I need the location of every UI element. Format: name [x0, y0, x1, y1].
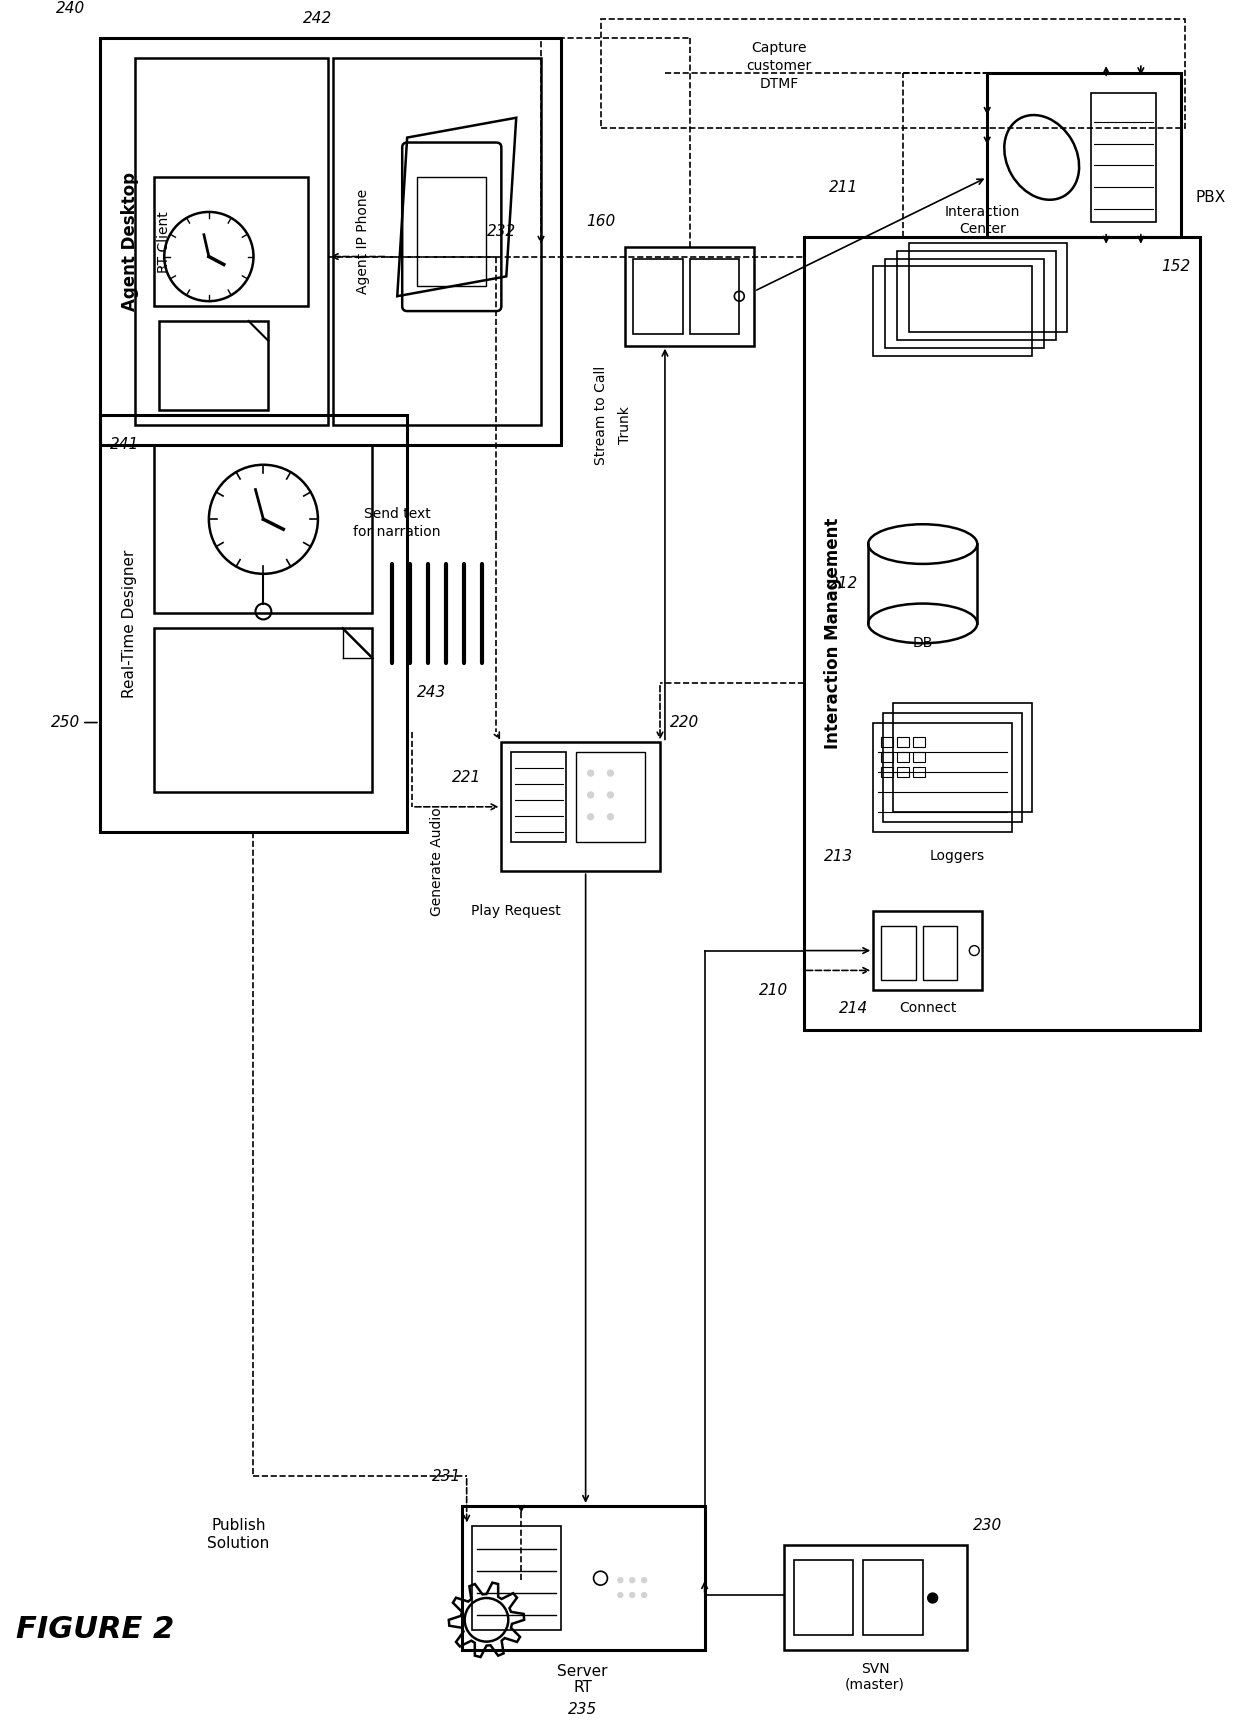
Text: 230: 230 [972, 1519, 1002, 1533]
Text: Interaction Management: Interaction Management [825, 518, 842, 749]
Text: Play Request: Play Request [471, 904, 562, 918]
Text: PBX: PBX [1195, 190, 1225, 205]
Text: (master): (master) [846, 1678, 905, 1691]
Text: Publish: Publish [211, 1519, 265, 1533]
Text: Connect: Connect [899, 1001, 956, 1015]
Text: for narration: for narration [353, 525, 441, 539]
Circle shape [928, 1593, 937, 1603]
Text: RT: RT [573, 1679, 591, 1695]
Circle shape [588, 813, 594, 820]
Text: DB: DB [913, 637, 932, 651]
Circle shape [608, 813, 614, 820]
Text: 232: 232 [487, 224, 516, 240]
Circle shape [630, 1593, 635, 1598]
Text: 221: 221 [453, 770, 481, 785]
Text: Agent Desktop: Agent Desktop [120, 173, 139, 311]
Text: DTMF: DTMF [759, 78, 799, 91]
Text: 231: 231 [433, 1469, 461, 1484]
Text: Center: Center [959, 221, 1006, 236]
Bar [600, 19, 1185, 128]
Text: 250: 250 [51, 715, 79, 730]
Circle shape [588, 792, 594, 797]
Text: customer: customer [746, 59, 812, 72]
Text: Real-Time Designer: Real-Time Designer [122, 549, 138, 697]
Text: 212: 212 [828, 576, 858, 592]
Text: 211: 211 [828, 180, 858, 195]
Circle shape [641, 1593, 646, 1598]
Text: 220: 220 [670, 715, 699, 730]
Text: 235: 235 [568, 1702, 598, 1717]
Circle shape [641, 1578, 646, 1583]
Text: 152: 152 [1161, 259, 1190, 274]
Circle shape [618, 1593, 622, 1598]
Text: Capture: Capture [751, 41, 807, 55]
Text: Agent IP Phone: Agent IP Phone [356, 190, 370, 293]
Circle shape [608, 792, 614, 797]
Text: 242: 242 [304, 10, 332, 26]
Text: Send text: Send text [363, 507, 430, 521]
Text: Interaction: Interaction [945, 205, 1021, 219]
Circle shape [618, 1578, 622, 1583]
Text: 214: 214 [838, 1001, 868, 1015]
Text: RT Client: RT Client [157, 211, 171, 273]
Text: Generate Audio: Generate Audio [430, 808, 444, 917]
Text: Loggers: Loggers [930, 849, 985, 863]
Text: 160: 160 [585, 214, 615, 230]
Text: Solution: Solution [207, 1536, 270, 1552]
Text: 243: 243 [418, 685, 446, 701]
Text: 210: 210 [759, 982, 789, 998]
Circle shape [630, 1578, 635, 1583]
Circle shape [608, 770, 614, 777]
Text: 240: 240 [56, 2, 84, 16]
Text: Server: Server [558, 1664, 608, 1679]
Text: FIGURE 2: FIGURE 2 [16, 1616, 174, 1645]
Text: SVN: SVN [861, 1662, 889, 1676]
Text: Trunk: Trunk [619, 406, 632, 444]
Circle shape [588, 770, 594, 777]
Text: 241: 241 [110, 437, 139, 452]
Text: 213: 213 [823, 849, 853, 865]
Text: Stream to Call: Stream to Call [594, 366, 608, 464]
